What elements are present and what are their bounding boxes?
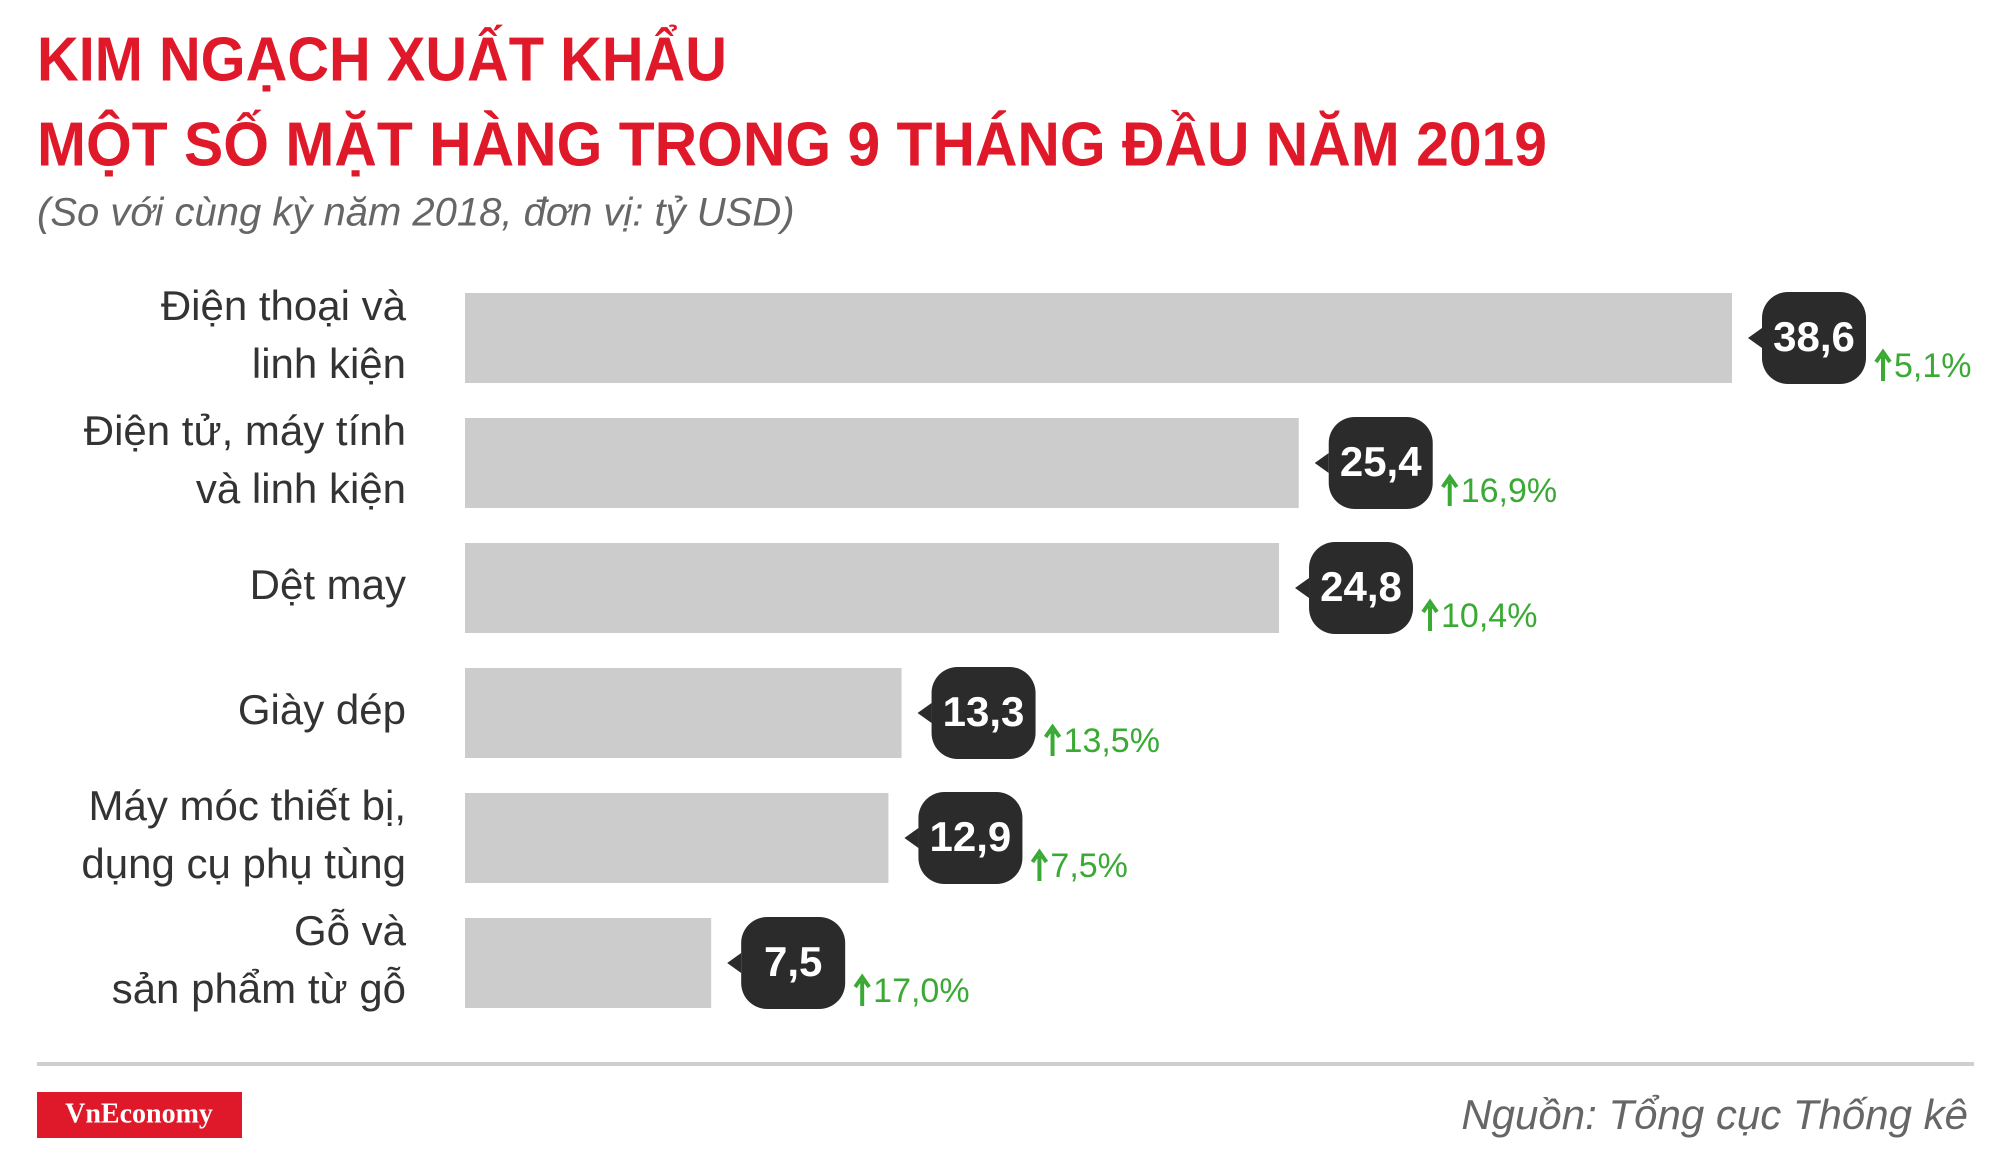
category-label: Dệt may — [250, 561, 406, 608]
category-label: sản phẩm từ gỗ — [112, 965, 406, 1012]
category-label: dụng cụ phụ tùng — [81, 840, 406, 887]
value-bubble — [741, 917, 846, 1009]
growth-label: 5,1% — [1894, 347, 1972, 385]
value-label: 13,3 — [943, 688, 1025, 735]
category-label: Giày dép — [238, 686, 406, 733]
bar — [465, 918, 712, 1008]
growth-label: 7,5% — [1050, 847, 1128, 885]
value-bubble — [1295, 578, 1310, 598]
value-label: 25,4 — [1340, 438, 1422, 485]
value-bubble — [1309, 542, 1414, 634]
growth-arrow — [853, 973, 871, 1006]
bar — [465, 543, 1280, 633]
category-label: linh kiện — [252, 340, 406, 387]
growth-label: 13,5% — [1064, 722, 1160, 760]
growth-arrow — [1030, 848, 1049, 881]
growth-arrow — [1043, 723, 1062, 756]
value-bubble — [1314, 453, 1329, 473]
value-label: 7,5 — [764, 938, 822, 985]
category-label: và linh kiện — [196, 465, 406, 512]
bar — [465, 668, 902, 758]
value-bubble — [1762, 292, 1866, 384]
value-bubble — [727, 953, 742, 973]
growth-arrow — [1421, 598, 1439, 631]
category-label: Máy móc thiết bị, — [89, 782, 406, 829]
bar — [465, 293, 1732, 383]
source: Nguồn: Tổng cục Thống kê — [1461, 1091, 1968, 1138]
value-bubble — [931, 667, 1036, 759]
logo-box — [37, 1092, 242, 1138]
value-label: 24,8 — [1320, 563, 1402, 610]
value-bubble — [1328, 417, 1433, 509]
category-label: Gỗ và — [294, 907, 407, 954]
chart-title: KIM NGẠCH XUẤT KHẨU — [37, 25, 727, 94]
growth-arrow — [1441, 473, 1459, 506]
value-bubble — [1748, 328, 1762, 348]
value-bubble — [904, 828, 919, 848]
logo: VnEconomy — [65, 1098, 213, 1129]
growth-label: 10,4% — [1441, 597, 1537, 635]
value-label: 38,6 — [1773, 313, 1855, 360]
value-label: 12,9 — [930, 813, 1012, 860]
category-label: Điện thoại và — [161, 282, 407, 329]
value-bubble — [917, 703, 932, 723]
growth-arrow — [1874, 348, 1892, 381]
chart-title: MỘT SỐ MẶT HÀNG TRONG 9 THÁNG ĐẦU NĂM 20… — [37, 110, 1547, 179]
chart-subtitle: (So với cùng kỳ năm 2018, đơn vị: tỷ USD… — [37, 191, 795, 235]
value-bubble — [918, 792, 1023, 884]
bar — [465, 418, 1299, 508]
growth-label: 16,9% — [1461, 472, 1557, 510]
category-label: Điện tử, máy tính — [84, 407, 406, 454]
growth-label: 17,0% — [873, 972, 969, 1010]
bar — [465, 793, 889, 883]
